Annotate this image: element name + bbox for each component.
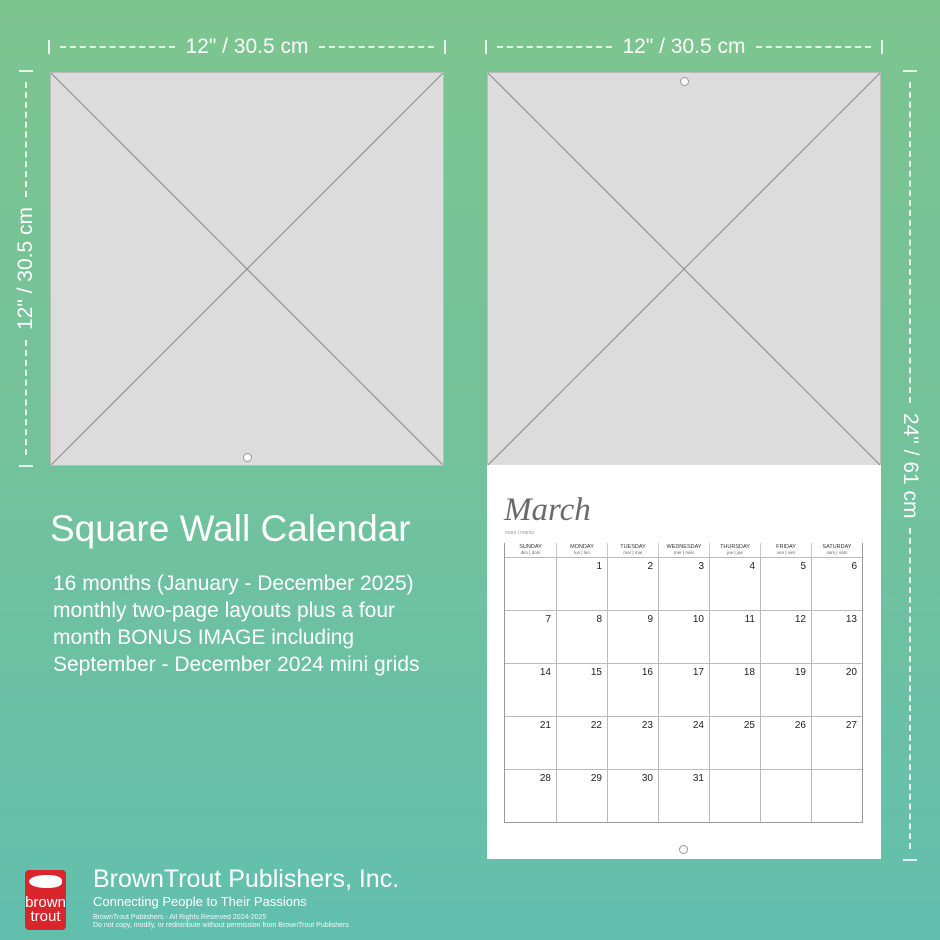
day-cell: 19 — [760, 663, 811, 716]
day-cell: 31 — [658, 769, 709, 822]
day-name: MONDAY — [570, 544, 594, 550]
day-cell: 28 — [505, 769, 556, 822]
rights-text: BrownTrout Publishers - All Rights Reser… — [93, 914, 267, 921]
day-cell — [709, 769, 760, 822]
day-cell: 1 — [556, 557, 607, 610]
day-header: SUNDAY dim | dom — [505, 543, 556, 557]
width-dimension-left: 12" / 30.5 cm — [48, 35, 446, 58]
day-name: SUNDAY — [519, 544, 542, 550]
month-subtitle: mars | marzo — [505, 530, 535, 536]
day-cell: 25 — [709, 716, 760, 769]
day-name: THURSDAY — [720, 544, 750, 550]
day-translation: mer | miér — [673, 550, 695, 555]
month-grid: SUNDAY dim | dom MONDAY lun | lun TUESDAY mar… — [504, 543, 863, 823]
day-cell: 4 — [709, 557, 760, 610]
day-header: FRIDAY ven | vier — [760, 543, 811, 557]
width-dimension-right: 12" / 30.5 cm — [485, 35, 883, 58]
day-cell: 23 — [607, 716, 658, 769]
hanging-hole — [243, 453, 252, 462]
day-header: WEDNESDAY mer | miér — [658, 543, 709, 557]
product-description: 16 months (January - December 2025) mont… — [53, 570, 420, 678]
browntrout-logo: brown trout — [25, 870, 66, 930]
publisher-tagline: Connecting People to Their Passions — [93, 894, 307, 909]
day-name: TUESDAY — [620, 544, 646, 550]
day-cell: 14 — [505, 663, 556, 716]
day-cell: 11 — [709, 610, 760, 663]
day-cell: 20 — [811, 663, 862, 716]
day-name: FRIDAY — [776, 544, 796, 550]
day-name: SATURDAY — [822, 544, 852, 550]
day-cell: 8 — [556, 610, 607, 663]
day-translation: lun | lun — [574, 550, 590, 555]
dimension-label: 24" / 61 cm — [899, 412, 922, 519]
day-header: MONDAY lun | lun — [556, 543, 607, 557]
publisher-name: BrownTrout Publishers, Inc. — [93, 865, 400, 893]
notice-text: Do not copy, modify, or redistribute wit… — [93, 922, 349, 929]
day-header: SATURDAY sam | sám — [811, 543, 862, 557]
height-dimension-left: 12" / 30.5 cm — [14, 70, 37, 467]
product-title: Square Wall Calendar — [50, 508, 411, 549]
dimension-label: 12" / 30.5 cm — [185, 35, 309, 58]
day-cell: 16 — [607, 663, 658, 716]
day-cell: 27 — [811, 716, 862, 769]
day-cell: 9 — [607, 610, 658, 663]
day-cell: 24 — [658, 716, 709, 769]
calendar-grid-page: March mars | marzo SUNDAY dim | dom MONDAY… — [487, 465, 881, 859]
day-cell: 21 — [505, 716, 556, 769]
hanging-hole — [680, 77, 689, 86]
description-line: 16 months (January - December 2025) — [53, 572, 414, 595]
hanging-hole — [679, 845, 688, 854]
single-page-image-placeholder — [50, 72, 444, 466]
open-calendar-image-placeholder — [487, 72, 881, 466]
day-cell: 6 — [811, 557, 862, 610]
description-line: monthly two-page layouts plus a four — [53, 599, 396, 622]
day-cell: 29 — [556, 769, 607, 822]
dimension-label: 12" / 30.5 cm — [622, 35, 746, 58]
description-line: month BONUS IMAGE including — [53, 626, 355, 649]
day-cell: 15 — [556, 663, 607, 716]
day-cell: 12 — [760, 610, 811, 663]
day-translation: jue | jue — [727, 550, 743, 555]
day-cell: 3 — [658, 557, 709, 610]
day-cell: 22 — [556, 716, 607, 769]
day-cell — [811, 769, 862, 822]
day-translation: dim | dom — [520, 550, 541, 555]
day-cell: 18 — [709, 663, 760, 716]
day-cell: 13 — [811, 610, 862, 663]
day-cell: 7 — [505, 610, 556, 663]
day-cell: 5 — [760, 557, 811, 610]
day-name: WEDNESDAY — [666, 544, 702, 550]
day-cell: 26 — [760, 716, 811, 769]
day-translation: sam | sám — [826, 550, 848, 555]
dimension-label: 12" / 30.5 cm — [14, 206, 37, 331]
day-header: TUESDAY mar | mar — [607, 543, 658, 557]
day-cell — [505, 557, 556, 610]
description-line: September - December 2024 mini grids — [53, 653, 420, 676]
day-cell — [760, 769, 811, 822]
day-cell: 17 — [658, 663, 709, 716]
day-translation: ven | vier — [776, 550, 796, 555]
height-dimension-right: 24" / 61 cm — [899, 70, 922, 862]
day-cell: 2 — [607, 557, 658, 610]
day-translation: mar | mar — [623, 550, 643, 555]
day-cell: 30 — [607, 769, 658, 822]
month-title: March — [504, 492, 591, 528]
day-cell: 10 — [658, 610, 709, 663]
day-header: THURSDAY jue | jue — [709, 543, 760, 557]
copyright-notice: BrownTrout Publishers - All Rights Reser… — [93, 914, 349, 930]
trout-icon — [29, 875, 62, 888]
